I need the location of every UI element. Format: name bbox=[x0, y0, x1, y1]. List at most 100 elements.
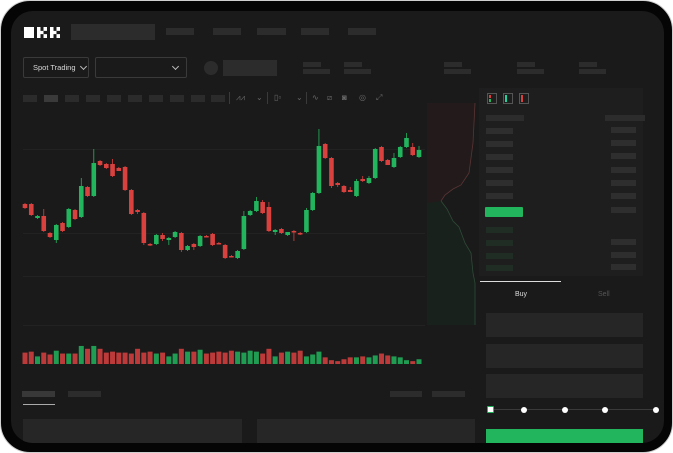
candle-body[interactable] bbox=[160, 235, 165, 239]
candle-body[interactable] bbox=[291, 231, 297, 233]
candle-body[interactable] bbox=[366, 178, 372, 183]
candle-body[interactable] bbox=[410, 147, 416, 155]
timeframe-button[interactable] bbox=[65, 95, 79, 102]
candle-body[interactable] bbox=[35, 216, 40, 218]
pair-dropdown[interactable] bbox=[95, 57, 187, 78]
candle-body[interactable] bbox=[41, 216, 47, 231]
fullscreen-icon[interactable]: ⤢ bbox=[376, 93, 383, 102]
candle-type-icon[interactable]: ▯▫ bbox=[274, 93, 282, 102]
slider-step-25[interactable] bbox=[521, 407, 527, 413]
candle-body[interactable] bbox=[416, 150, 422, 157]
candle-body[interactable] bbox=[53, 225, 59, 240]
nav-item[interactable] bbox=[348, 28, 376, 35]
timeframe-button[interactable] bbox=[211, 95, 225, 102]
chevron-down-icon[interactable]: ⌄ bbox=[296, 93, 303, 102]
candle-body[interactable] bbox=[28, 204, 34, 215]
candle-body[interactable] bbox=[147, 244, 153, 246]
candle-body[interactable] bbox=[247, 211, 253, 215]
slider-step-75[interactable] bbox=[602, 407, 608, 413]
candle-body[interactable] bbox=[116, 168, 122, 171]
candle-body[interactable] bbox=[179, 233, 184, 250]
market-type-dropdown[interactable]: Spot Trading bbox=[23, 57, 89, 78]
order-book-view-toggles[interactable] bbox=[487, 93, 531, 105]
candle-body[interactable] bbox=[22, 204, 28, 208]
candle-body[interactable] bbox=[254, 201, 259, 211]
search-bar[interactable] bbox=[71, 24, 155, 40]
filter-button[interactable] bbox=[432, 391, 465, 397]
candle-body[interactable] bbox=[135, 210, 140, 212]
candle-body[interactable] bbox=[241, 216, 247, 249]
candle-body[interactable] bbox=[347, 190, 353, 192]
order-history-tab[interactable] bbox=[68, 391, 101, 397]
candle-body[interactable] bbox=[204, 236, 209, 238]
candle-body[interactable] bbox=[122, 167, 128, 190]
candle-body[interactable] bbox=[110, 164, 115, 176]
nav-item[interactable] bbox=[257, 28, 286, 35]
candle-body[interactable] bbox=[285, 232, 290, 235]
candle-body[interactable] bbox=[316, 146, 322, 193]
candle-body[interactable] bbox=[104, 164, 109, 168]
camera-icon[interactable]: ◙ bbox=[342, 93, 347, 102]
candle-body[interactable] bbox=[397, 147, 403, 157]
candle-body[interactable] bbox=[91, 163, 97, 196]
timeframe-button-active[interactable] bbox=[44, 95, 58, 102]
filter-button[interactable] bbox=[390, 391, 422, 397]
timeframe-button[interactable] bbox=[170, 95, 184, 102]
candle-body[interactable] bbox=[379, 147, 384, 161]
candle-body[interactable] bbox=[310, 193, 315, 210]
total-input[interactable] bbox=[486, 374, 643, 398]
line-tool-icon[interactable]: ∿ bbox=[312, 93, 319, 102]
candle-body[interactable] bbox=[235, 251, 240, 258]
candle-body[interactable] bbox=[354, 181, 359, 196]
amount-input[interactable] bbox=[486, 344, 643, 368]
settings-icon[interactable]: ◎ bbox=[359, 93, 366, 102]
candle-body[interactable] bbox=[72, 210, 78, 219]
slider-step-100[interactable] bbox=[653, 407, 659, 413]
candle-body[interactable] bbox=[279, 229, 284, 233]
candle-body[interactable] bbox=[197, 236, 203, 246]
candle-body[interactable] bbox=[66, 209, 72, 227]
candle-body[interactable] bbox=[129, 190, 134, 214]
candle-body[interactable] bbox=[85, 187, 90, 196]
candle-body[interactable] bbox=[385, 160, 391, 165]
amount-slider-handle[interactable] bbox=[487, 406, 494, 413]
timeframe-button[interactable] bbox=[86, 95, 100, 102]
amount-slider-track[interactable] bbox=[490, 409, 658, 410]
timeframe-button[interactable] bbox=[107, 95, 121, 102]
buy-button[interactable] bbox=[486, 429, 643, 443]
candle-body[interactable] bbox=[222, 245, 228, 258]
candle-body[interactable] bbox=[60, 223, 65, 231]
nav-item[interactable] bbox=[213, 28, 241, 35]
candle-body[interactable] bbox=[335, 183, 340, 185]
candle-body[interactable] bbox=[322, 144, 328, 158]
candlestick-chart[interactable] bbox=[11, 11, 431, 381]
ruler-icon[interactable]: ⧄ bbox=[327, 93, 333, 102]
candle-body[interactable] bbox=[404, 138, 409, 147]
sell-tab[interactable]: Sell bbox=[598, 291, 610, 298]
indicator-icon[interactable]: ⩘⩘ bbox=[236, 93, 246, 102]
open-orders-tab[interactable] bbox=[22, 391, 55, 397]
timeframe-button[interactable] bbox=[128, 95, 142, 102]
chevron-down-icon[interactable]: ⌄ bbox=[256, 93, 263, 102]
candle-body[interactable] bbox=[172, 232, 178, 237]
okx-logo[interactable] bbox=[24, 27, 60, 38]
candle-body[interactable] bbox=[78, 186, 84, 217]
timeframe-button[interactable] bbox=[149, 95, 163, 102]
candle-body[interactable] bbox=[272, 230, 278, 232]
nav-item[interactable] bbox=[301, 28, 329, 35]
candle-body[interactable] bbox=[260, 202, 265, 213]
candle-body[interactable] bbox=[304, 210, 309, 232]
candle-body[interactable] bbox=[97, 161, 103, 165]
candle-body[interactable] bbox=[141, 213, 147, 243]
buy-tab[interactable]: Buy bbox=[515, 291, 528, 298]
candle-body[interactable] bbox=[154, 235, 159, 244]
candle-body[interactable] bbox=[47, 233, 53, 237]
candle-body[interactable] bbox=[191, 244, 197, 247]
candle-body[interactable] bbox=[391, 158, 397, 167]
candle-body[interactable] bbox=[329, 158, 334, 186]
candle-body[interactable] bbox=[229, 256, 234, 258]
candle-body[interactable] bbox=[210, 234, 215, 245]
candle-body[interactable] bbox=[372, 149, 378, 178]
price-input[interactable] bbox=[486, 313, 643, 337]
candle-body[interactable] bbox=[266, 207, 272, 231]
